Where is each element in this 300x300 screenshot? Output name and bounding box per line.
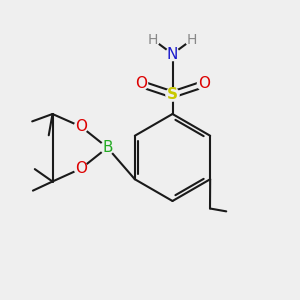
- Text: B: B: [102, 140, 113, 155]
- Circle shape: [146, 33, 160, 46]
- Text: H: H: [148, 33, 158, 46]
- Circle shape: [74, 162, 88, 175]
- Circle shape: [185, 33, 199, 46]
- Text: H: H: [187, 33, 197, 46]
- Circle shape: [166, 88, 179, 101]
- Text: O: O: [135, 76, 147, 92]
- Text: N: N: [167, 46, 178, 62]
- Text: O: O: [75, 119, 87, 134]
- Circle shape: [197, 77, 211, 91]
- Circle shape: [166, 47, 179, 61]
- Circle shape: [134, 77, 148, 91]
- Text: O: O: [75, 161, 87, 176]
- Text: O: O: [198, 76, 210, 92]
- Circle shape: [74, 120, 88, 133]
- Text: S: S: [167, 87, 178, 102]
- Circle shape: [101, 141, 114, 154]
